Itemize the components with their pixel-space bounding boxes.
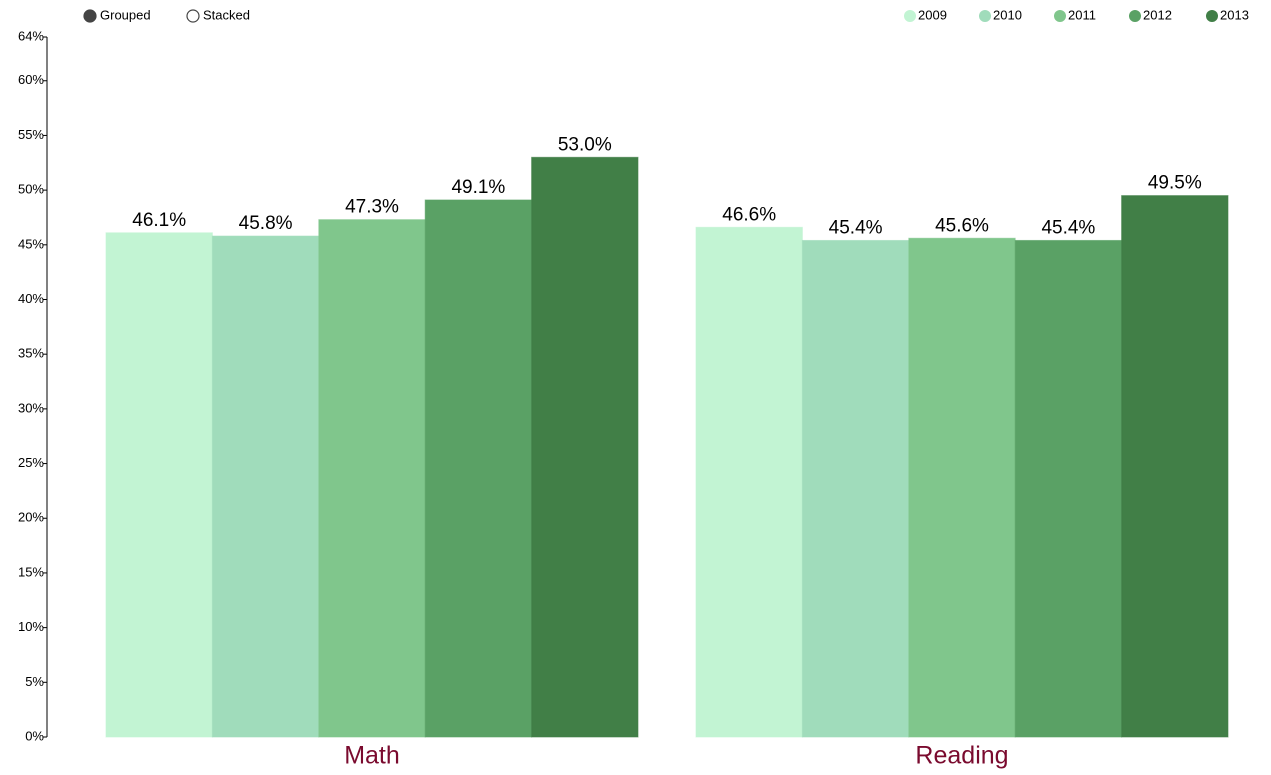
bar <box>695 226 803 738</box>
value-label: 49.5% <box>1148 173 1202 194</box>
y-tick-label: 64% <box>18 28 44 43</box>
y-tick-label: 0% <box>25 728 44 743</box>
y-tick-label: 35% <box>18 346 44 361</box>
legend-dot[interactable] <box>904 10 916 22</box>
bar <box>105 232 213 738</box>
legend-label[interactable]: 2013 <box>1220 7 1249 22</box>
value-label: 46.1% <box>132 210 186 231</box>
value-label: 49.1% <box>451 177 505 198</box>
y-tick-label: 5% <box>25 674 44 689</box>
x-tick-label: Math <box>344 742 400 770</box>
value-label: 45.8% <box>239 213 293 234</box>
y-tick-label: 25% <box>18 455 44 470</box>
control-label[interactable]: Stacked <box>203 7 250 22</box>
legend-dot[interactable] <box>979 10 991 22</box>
value-label: 47.3% <box>345 197 399 218</box>
control-label[interactable]: Grouped <box>100 7 151 22</box>
legend-label[interactable]: 2011 <box>1068 7 1096 22</box>
y-tick-label: 30% <box>18 400 44 415</box>
bar <box>1014 239 1123 738</box>
bar <box>211 235 320 738</box>
x-tick-label: Reading <box>915 742 1008 770</box>
bar <box>424 199 533 738</box>
legend-label[interactable]: 2009 <box>918 7 947 22</box>
legend-label[interactable]: 2010 <box>993 7 1022 22</box>
control-dot[interactable] <box>83 9 97 23</box>
bar <box>908 237 1016 738</box>
y-tick-label: 60% <box>18 72 44 87</box>
value-label: 45.4% <box>1041 217 1095 238</box>
bar <box>531 156 639 738</box>
legend-dot[interactable] <box>1206 10 1218 22</box>
y-tick-label: 15% <box>18 564 44 579</box>
legend-dot[interactable] <box>1054 10 1066 22</box>
bar <box>801 239 910 738</box>
value-label: 46.6% <box>722 204 776 225</box>
legend-dot[interactable] <box>1129 10 1141 22</box>
y-tick-label: 10% <box>18 619 44 634</box>
legend-label[interactable]: 2012 <box>1143 7 1172 22</box>
control-dot[interactable] <box>186 9 200 23</box>
y-tick-label: 45% <box>18 236 44 251</box>
value-label: 45.4% <box>829 217 883 238</box>
y-tick-label: 50% <box>18 182 44 197</box>
value-label: 45.6% <box>935 215 989 236</box>
y-tick-label: 55% <box>18 127 44 142</box>
y-tick-label: 40% <box>18 291 44 306</box>
bar <box>1121 195 1229 738</box>
value-label: 53.0% <box>558 134 612 155</box>
bar <box>318 219 426 738</box>
y-tick-label: 20% <box>18 510 44 525</box>
